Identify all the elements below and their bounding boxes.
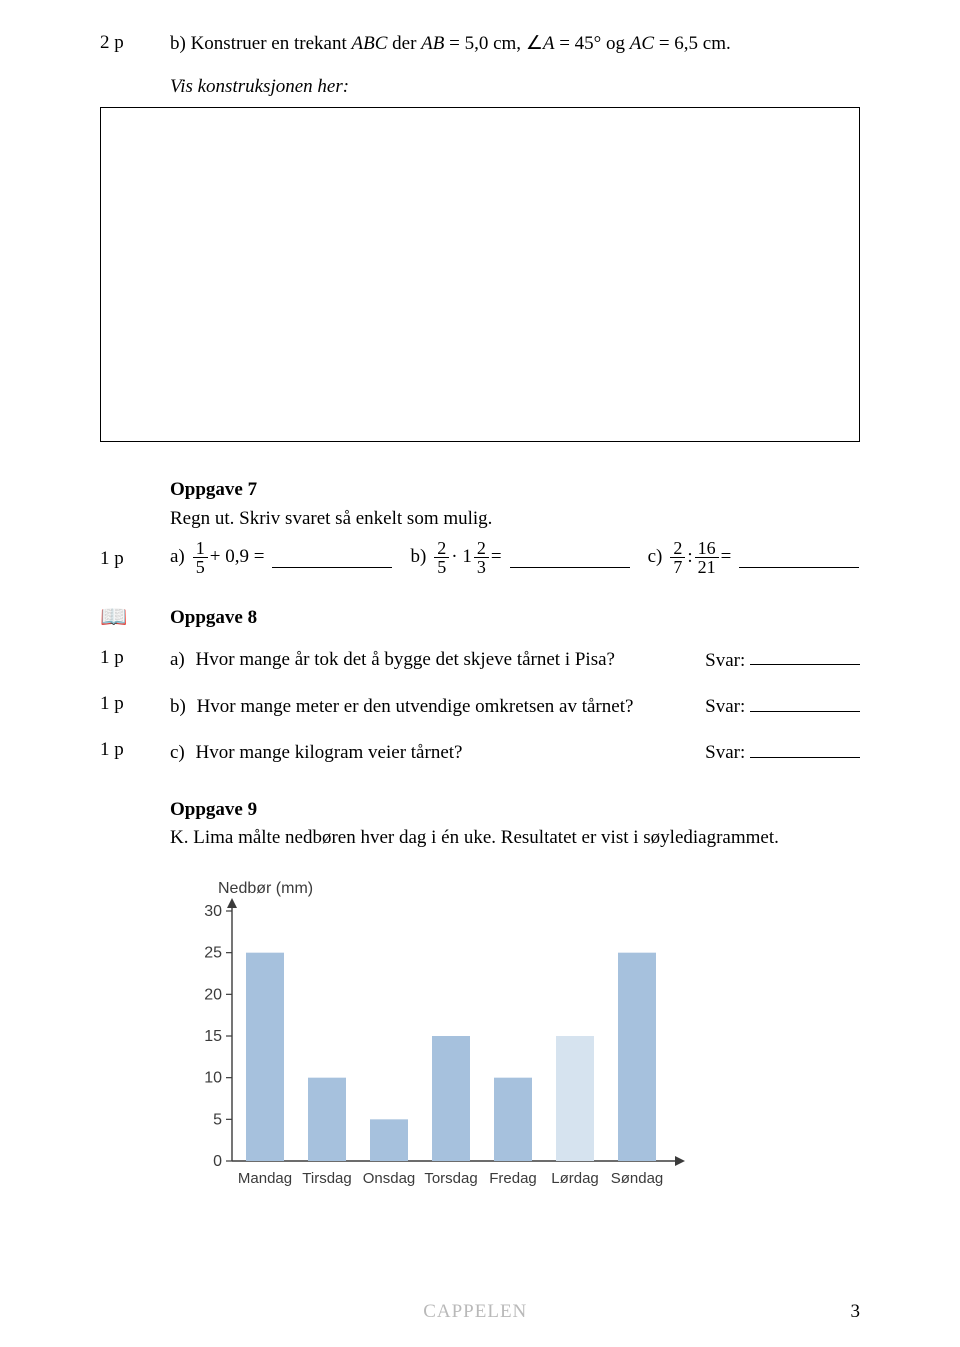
frac-c1: 2 7 bbox=[670, 539, 685, 576]
ab: AB bbox=[421, 33, 444, 54]
label-b: b) bbox=[170, 33, 186, 54]
oppgave-7-header: Oppgave 7 Regn ut. Skriv svaret så enkel… bbox=[100, 476, 860, 533]
blank-a[interactable] bbox=[272, 547, 392, 568]
frac-b2: 2 3 bbox=[474, 539, 489, 576]
points-8a: 1 p bbox=[100, 645, 170, 669]
oppgave-9-header: Oppgave 9 K. Lima målte nedbøren hver da… bbox=[100, 796, 860, 853]
angle-a: A bbox=[543, 33, 555, 54]
page: 2 p b) Konstruer en trekant ABC der AB =… bbox=[0, 0, 960, 1347]
eq-b-3: = 6,5 cm. bbox=[654, 33, 731, 54]
footer: CAPPELEN 3 bbox=[0, 1301, 960, 1323]
blank-8c[interactable] bbox=[750, 737, 860, 758]
ac: AC bbox=[630, 33, 654, 54]
text-8a: Hvor mange år tok det å bygge det skjeve… bbox=[196, 649, 615, 670]
svg-text:Mandag: Mandag bbox=[238, 1170, 292, 1187]
bar-chart: Nedbør (mm) 0 5 10 15 20 25 30 Mandag Tirsdag Onsd… bbox=[170, 871, 860, 1216]
points-8c: 1 p bbox=[100, 737, 170, 761]
svg-text:20: 20 bbox=[204, 986, 222, 1003]
frac-a: 1 5 bbox=[193, 539, 208, 576]
text-b-2: der bbox=[387, 33, 421, 54]
svg-text:Torsdag: Torsdag bbox=[424, 1170, 477, 1187]
svg-text:Fredag: Fredag bbox=[489, 1170, 537, 1187]
text-b-1: Konstruer en trekant bbox=[191, 33, 352, 54]
oppgave-8-header: 📖 Oppgave 8 bbox=[100, 604, 860, 633]
svar-8a: Svar: bbox=[705, 649, 745, 670]
blank-b[interactable] bbox=[510, 547, 630, 568]
label-8a: a) bbox=[170, 649, 185, 670]
svar-8b: Svar: bbox=[705, 696, 745, 717]
oppgave-9-text: K. Lima målte nedbøren hver dag i én uke… bbox=[170, 824, 860, 853]
angle: ∠ bbox=[526, 33, 543, 54]
blank-8a[interactable] bbox=[750, 645, 860, 666]
oppgave-8c: 1 p c) Hvor mange kilogram veier tårnet?… bbox=[100, 737, 860, 767]
eq-b-1: = 5,0 cm, bbox=[444, 33, 525, 54]
text-8b: Hvor mange meter er den utvendige omkret… bbox=[197, 696, 634, 717]
blank-c[interactable] bbox=[739, 547, 859, 568]
eq-a-label: a) bbox=[170, 543, 185, 572]
vis-konstruksjonen: Vis konstruksjonen her: bbox=[170, 73, 860, 102]
frac-b1: 2 5 bbox=[434, 539, 449, 576]
abc: ABC bbox=[352, 33, 388, 54]
eq-b-eq: = bbox=[491, 543, 502, 572]
svg-text:Tirsdag: Tirsdag bbox=[302, 1170, 351, 1187]
svg-text:Lørdag: Lørdag bbox=[551, 1170, 599, 1187]
blank-8b[interactable] bbox=[750, 691, 860, 712]
construction-box bbox=[100, 107, 860, 442]
svg-text:Nedbør (mm): Nedbør (mm) bbox=[218, 880, 313, 897]
eq-a-plus: + 0,9 = bbox=[210, 543, 265, 572]
oppgave-8b: 1 p b) Hvor mange meter er den utvendige… bbox=[100, 691, 860, 721]
points-8b: 1 p bbox=[100, 691, 170, 715]
book-icon: 📖 bbox=[100, 604, 170, 628]
label-8b: b) bbox=[170, 696, 186, 717]
question-2b: 2 p b) Konstruer en trekant ABC der AB =… bbox=[100, 30, 860, 101]
oppgave-7-equations: 1 p a) 1 5 + 0,9 = b) 2 5 · 1 2 3 = bbox=[100, 539, 860, 576]
svg-text:10: 10 bbox=[204, 1069, 222, 1086]
footer-brand: CAPPELEN bbox=[423, 1301, 527, 1323]
points-7: 1 p bbox=[100, 546, 170, 570]
svg-text:25: 25 bbox=[204, 944, 222, 961]
svg-text:Onsdag: Onsdag bbox=[363, 1170, 416, 1187]
oppgave-8-title: Oppgave 8 bbox=[170, 604, 860, 633]
eq-c-mid: : bbox=[687, 543, 692, 572]
svg-text:Søndag: Søndag bbox=[611, 1170, 664, 1187]
svg-text:0: 0 bbox=[213, 1153, 222, 1170]
svg-text:30: 30 bbox=[204, 903, 222, 920]
oppgave-7-sub: Regn ut. Skriv svaret så enkelt som muli… bbox=[170, 505, 860, 534]
eq-c-label: c) bbox=[648, 543, 663, 572]
oppgave-8a: 1 p a) Hvor mange år tok det å bygge det… bbox=[100, 645, 860, 675]
svar-8c: Svar: bbox=[705, 742, 745, 763]
oppgave-9-title: Oppgave 9 bbox=[170, 796, 860, 825]
chart-svg: Nedbør (mm) 0 5 10 15 20 25 30 Mandag Tirsdag Onsd… bbox=[170, 871, 710, 1211]
eq-b-label: b) bbox=[410, 543, 426, 572]
frac-c2: 16 21 bbox=[695, 539, 719, 576]
label-8c: c) bbox=[170, 742, 185, 763]
svg-text:5: 5 bbox=[213, 1111, 222, 1128]
eq-b-mid: · 1 bbox=[451, 543, 472, 572]
page-number: 3 bbox=[850, 1301, 860, 1323]
content-2b: b) Konstruer en trekant ABC der AB = 5,0… bbox=[170, 30, 860, 101]
eq-c-eq: = bbox=[721, 543, 732, 572]
oppgave-7-title: Oppgave 7 bbox=[170, 476, 860, 505]
eq-b-2: = 45° og bbox=[554, 33, 629, 54]
text-8c: Hvor mange kilogram veier tårnet? bbox=[196, 742, 463, 763]
svg-text:15: 15 bbox=[204, 1028, 222, 1045]
points-2b: 2 p bbox=[100, 30, 170, 54]
